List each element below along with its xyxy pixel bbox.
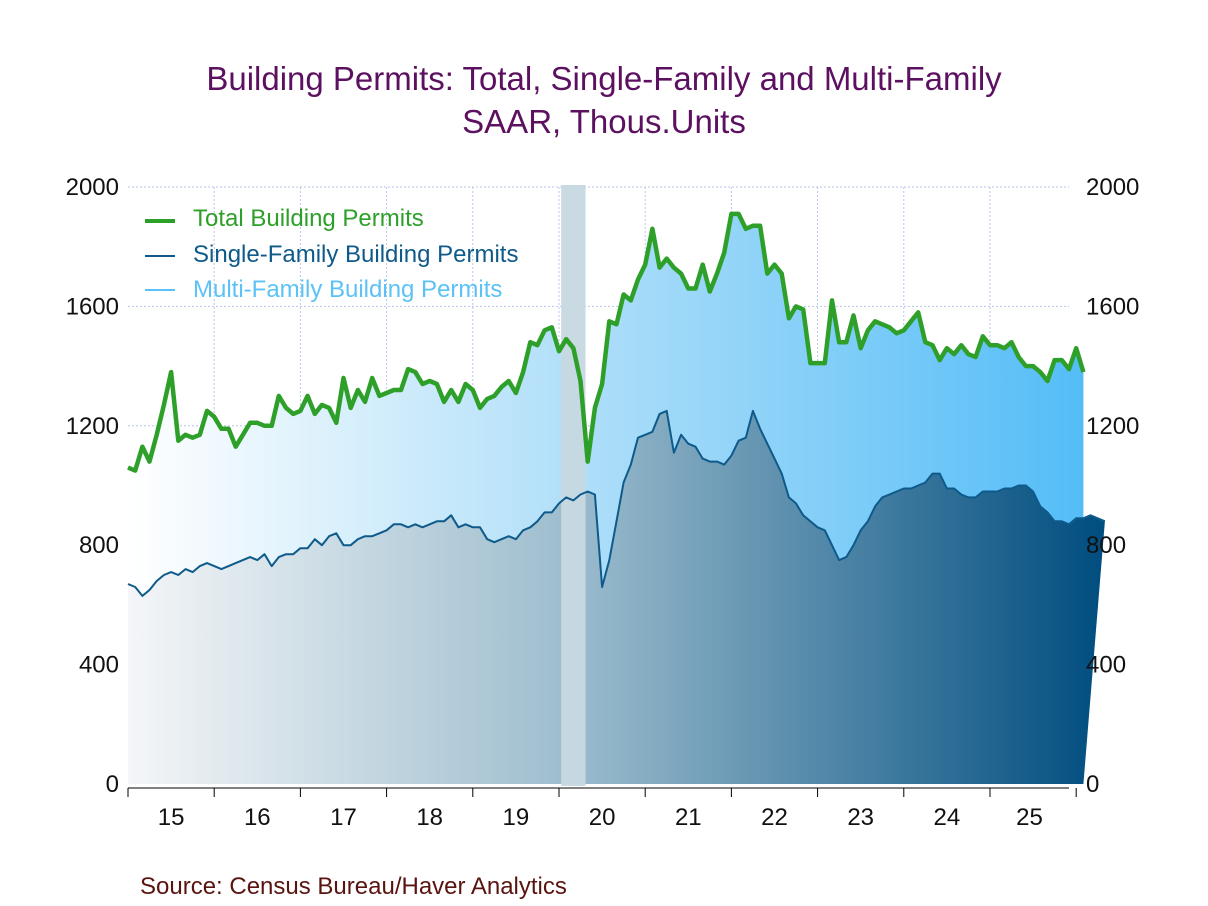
y-tick-label-right: 400 (1086, 652, 1126, 679)
y-tick-label-left: 0 (106, 771, 119, 798)
single-family-line (127, 409, 1106, 597)
plot-areas (128, 213, 1105, 784)
legend-label-single: Single-Family Building Permits (193, 241, 518, 268)
chart-title: Building Permits: Total, Single-Family a… (206, 60, 1002, 97)
x-tick-label: 21 (675, 804, 702, 831)
x-tick-label: 23 (847, 804, 874, 831)
legend: Total Building Permits Single-Family Bui… (145, 205, 518, 303)
x-tick-label: 20 (589, 804, 616, 831)
y-tick-label-left: 400 (79, 652, 119, 679)
recession-shading (561, 185, 586, 786)
x-tick-label: 17 (330, 804, 357, 831)
y-tick-label-right: 1600 (1086, 293, 1139, 320)
x-tick-label: 18 (416, 804, 443, 831)
source-note: Source: Census Bureau/Haver Analytics (140, 873, 567, 900)
x-tick-label: 25 (1016, 804, 1043, 831)
legend-label-multi: Multi-Family Building Permits (193, 276, 502, 303)
y-tick-label-left: 1200 (66, 413, 119, 440)
y-tick-label-right: 1200 (1086, 413, 1139, 440)
axes: 0 0 400 400 800 800 1200 1200 1600 1600 2000 2000 15… (66, 174, 1140, 831)
y-tick-label-right: 2000 (1086, 174, 1139, 201)
single-family-area (128, 410, 1105, 784)
y-tick-label-left: 2000 (66, 174, 119, 201)
y-tick-label-right: 800 (1086, 532, 1126, 559)
plot-lines (127, 211, 1106, 597)
x-tick-label: 24 (934, 804, 961, 831)
legend-label-total: Total Building Permits (193, 205, 424, 232)
chart-subtitle: SAAR, Thous.Units (462, 103, 746, 140)
recession-band (561, 185, 586, 786)
x-tick-label: 16 (244, 804, 271, 831)
x-tick-label: 19 (503, 804, 530, 831)
y-tick-label-left: 1600 (66, 293, 119, 320)
x-tick-label: 22 (761, 804, 788, 831)
x-tick-label: 15 (158, 804, 185, 831)
total-permits-line (127, 211, 1086, 473)
y-tick-label-right: 0 (1086, 771, 1099, 798)
y-tick-label-left: 800 (79, 532, 119, 559)
